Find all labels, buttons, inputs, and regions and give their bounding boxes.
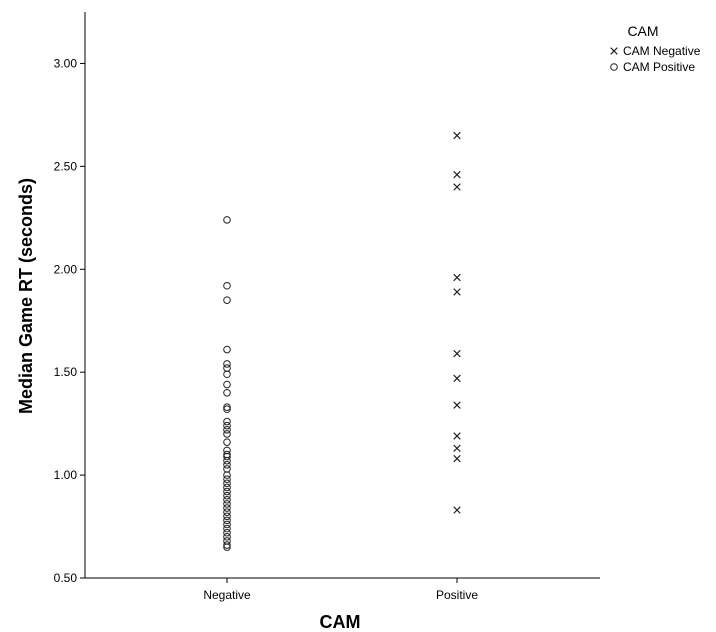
data-point-cross bbox=[453, 401, 461, 409]
data-point-cross bbox=[453, 374, 461, 383]
data-point-circle bbox=[223, 405, 231, 414]
legend-marker-circle bbox=[610, 63, 618, 71]
y-axis-ticks: 0.50 1.00 1.50 2.00 2.50 3.00 bbox=[54, 56, 85, 585]
y-tick-label: 0.50 bbox=[54, 571, 78, 585]
data-point-circle bbox=[223, 417, 231, 426]
legend-entry-label: CAM Negative bbox=[623, 44, 701, 58]
data-point-circle bbox=[223, 543, 231, 551]
data-points bbox=[223, 131, 461, 551]
data-point-circle bbox=[223, 456, 231, 465]
data-point-circle bbox=[223, 479, 231, 488]
data-point-circle bbox=[223, 500, 231, 508]
y-tick-label: 1.50 bbox=[54, 365, 78, 379]
data-point-circle bbox=[223, 370, 231, 379]
x-axis-title: CAM bbox=[320, 612, 361, 632]
data-point-cross bbox=[453, 170, 461, 179]
data-point-circle bbox=[223, 483, 231, 492]
data-point-circle bbox=[223, 281, 231, 290]
data-point-circle bbox=[223, 465, 231, 473]
data-point-circle bbox=[223, 426, 231, 434]
y-axis-title: Median Game RT (seconds) bbox=[16, 178, 36, 414]
y-tick-label: 1.00 bbox=[54, 468, 78, 482]
data-point-circle bbox=[223, 512, 231, 521]
data-point-circle bbox=[223, 345, 231, 354]
data-point-circle bbox=[223, 491, 231, 500]
legend: CAM CAM Negative CAM Positive bbox=[610, 23, 701, 74]
data-point-circle bbox=[223, 438, 231, 446]
data-point-circle bbox=[223, 364, 231, 372]
data-point-circle bbox=[223, 471, 231, 479]
x-tick-label: Negative bbox=[203, 588, 251, 602]
data-point-circle bbox=[223, 487, 231, 496]
data-point-circle bbox=[223, 520, 231, 529]
data-point-circle bbox=[223, 380, 231, 389]
data-point-cross bbox=[453, 288, 461, 296]
data-point-cross bbox=[453, 454, 461, 463]
data-point-circle bbox=[223, 541, 231, 549]
legend-entry-label: CAM Positive bbox=[623, 60, 695, 74]
data-point-cross bbox=[453, 183, 461, 191]
data-point-cross bbox=[453, 349, 461, 358]
data-point-circle bbox=[223, 528, 231, 537]
data-point-cross bbox=[453, 444, 461, 453]
data-point-circle bbox=[223, 461, 231, 469]
y-tick-label: 2.50 bbox=[54, 159, 78, 173]
x-tick-label: Positive bbox=[436, 588, 478, 602]
data-point-circle bbox=[223, 508, 231, 516]
data-point-circle bbox=[223, 216, 231, 224]
data-point-circle bbox=[223, 360, 231, 368]
data-point-circle bbox=[223, 516, 231, 525]
data-point-circle bbox=[223, 475, 231, 484]
data-point-circle bbox=[223, 430, 231, 438]
legend-marker-cross bbox=[610, 47, 618, 55]
data-point-circle bbox=[223, 504, 231, 512]
data-point-cross bbox=[453, 273, 461, 282]
data-point-circle bbox=[223, 495, 231, 504]
x-axis-ticks: Negative Positive bbox=[203, 578, 478, 602]
data-point-circle bbox=[223, 296, 231, 304]
y-tick-label: 3.00 bbox=[54, 56, 78, 70]
data-point-cross bbox=[453, 506, 461, 514]
data-point-circle bbox=[223, 524, 231, 533]
y-tick-label: 2.00 bbox=[54, 262, 78, 276]
data-point-circle bbox=[223, 452, 231, 461]
data-point-cross bbox=[453, 131, 461, 140]
data-point-circle bbox=[223, 421, 231, 430]
data-point-circle bbox=[223, 388, 231, 397]
data-point-circle bbox=[223, 403, 231, 411]
data-point-cross bbox=[453, 432, 461, 440]
data-point-circle bbox=[223, 533, 231, 541]
legend-title: CAM bbox=[627, 23, 658, 39]
